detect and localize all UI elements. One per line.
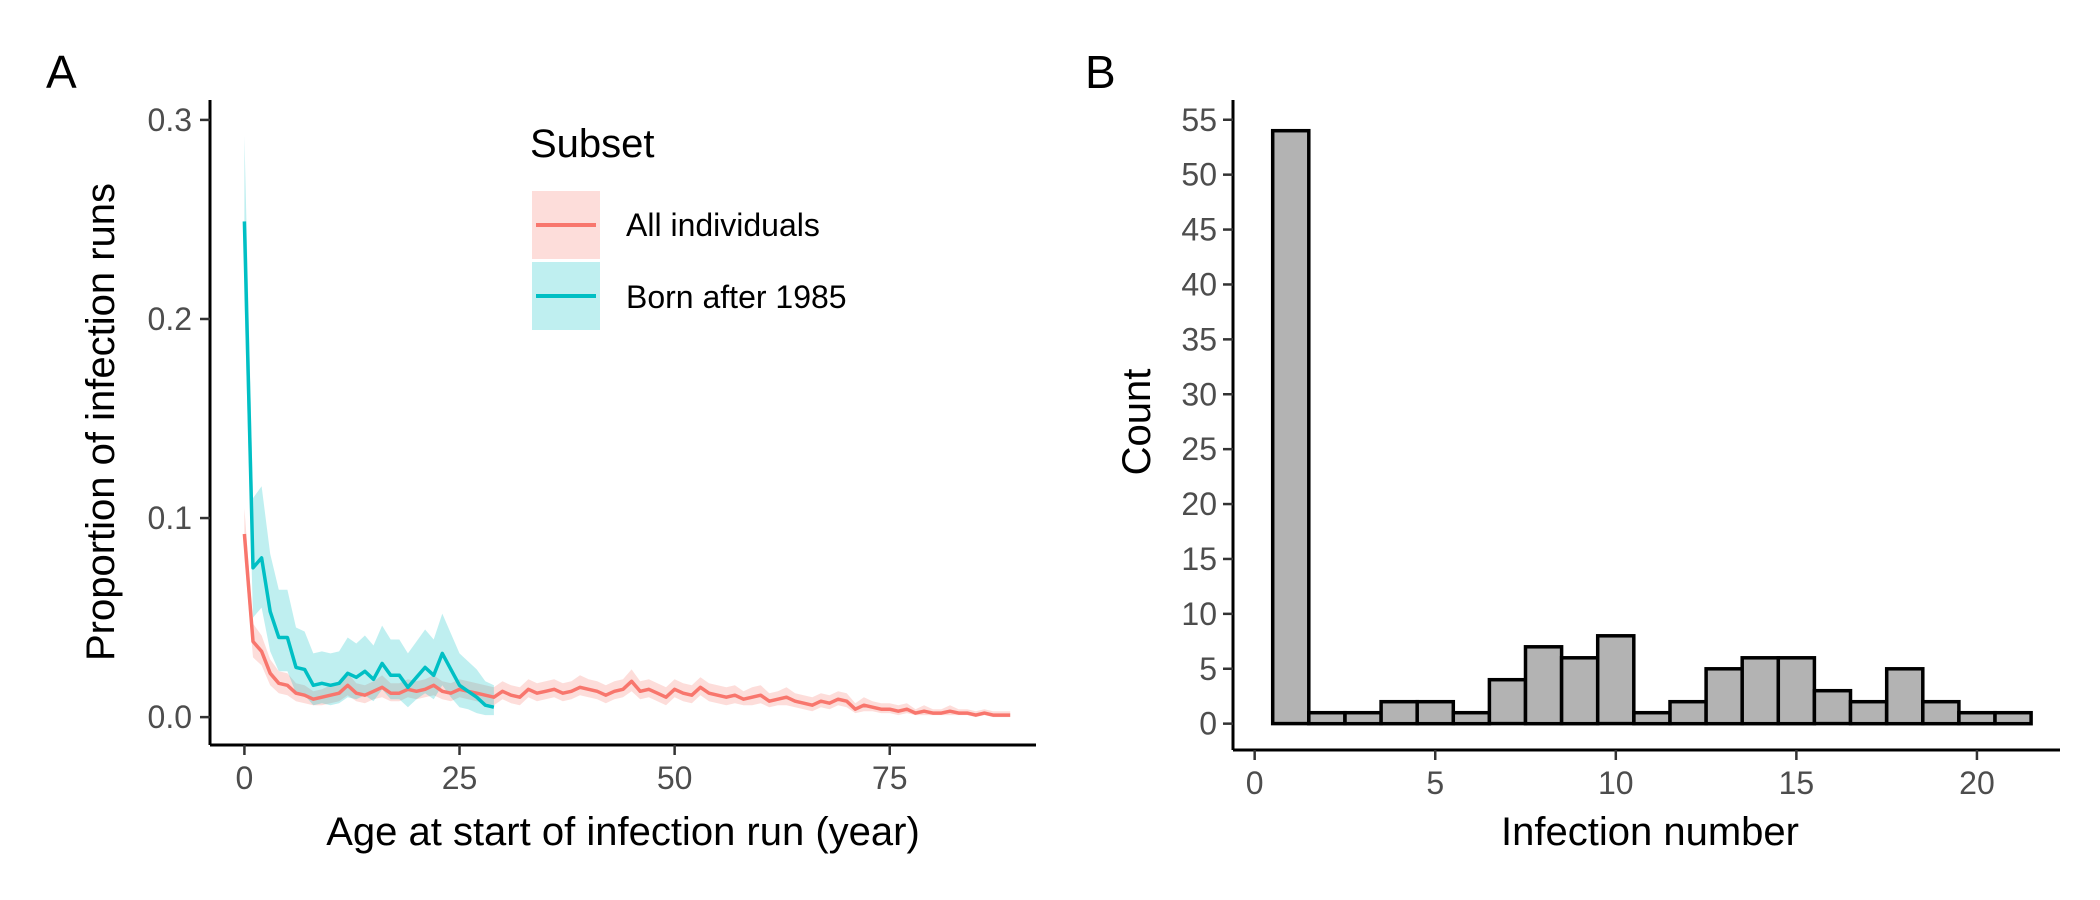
legend-title: Subset: [530, 122, 655, 166]
bar-chart-panel-b: 0 5 10 15 20 0 5 10 15 20 25 30 35 40 45 50 55 Infectio…: [1115, 100, 2060, 854]
x-tick-label: 50: [657, 760, 693, 796]
series-line-all-individuals: [242, 533, 1011, 717]
histogram-bar: [1343, 710, 1383, 726]
histogram-bar: [1921, 699, 1961, 726]
histogram-bar: [1307, 710, 1347, 726]
histogram-bar: [1812, 688, 1853, 726]
y-tick-label: 25: [1181, 431, 1217, 467]
y-tick-label: 30: [1181, 376, 1217, 412]
histogram-bar: [1451, 710, 1492, 726]
histogram-bar: [1270, 128, 1311, 726]
histogram-bar: [1848, 699, 1889, 726]
y-tick-label: 50: [1181, 157, 1217, 193]
histogram-bar: [1740, 656, 1781, 726]
y-tick-label: 35: [1181, 321, 1217, 357]
x-tick-label: 10: [1598, 765, 1634, 801]
x-tick-label: 20: [1959, 765, 1995, 801]
confidence-band-born-after-1985: [244, 135, 494, 716]
y-tick-label: 45: [1181, 212, 1217, 248]
x-axis-title: Age at start of infection run (year): [326, 810, 920, 854]
y-tick-label: 0.1: [148, 500, 192, 536]
histogram-bar: [1487, 677, 1528, 726]
line-chart-panel-a: 0 25 50 75 0.0 0.1 0.2 0.3 Age at start of inf…: [79, 100, 1036, 854]
y-axis-ticks: 0.0 0.1 0.2 0.3: [148, 102, 210, 735]
x-tick-label: 0: [1246, 765, 1264, 801]
x-axis-title: Infection number: [1501, 810, 1799, 854]
y-tick-label: 0: [1199, 706, 1217, 742]
x-tick-label: 75: [872, 760, 908, 796]
y-tick-label: 20: [1181, 486, 1217, 522]
x-tick-label: 0: [236, 760, 254, 796]
y-axis-title: Proportion of infection runs: [79, 183, 123, 661]
legend: Subset All individuals Born after 1985: [530, 122, 847, 330]
histogram-bar: [1379, 699, 1419, 726]
y-tick-label: 0.0: [148, 699, 192, 735]
series-line-born-after-1985: [242, 221, 495, 709]
y-axis-ticks: 0 5 10 15 20 25 30 35 40 45 50 55: [1181, 102, 1233, 742]
x-tick-label: 25: [442, 760, 478, 796]
panel-b-tag: B: [1085, 46, 1116, 98]
histogram-bars: [1270, 128, 2033, 726]
y-tick-label: 40: [1181, 266, 1217, 302]
histogram-bar: [1957, 710, 1997, 726]
y-axis-title: Count: [1115, 369, 1159, 476]
x-axis-ticks: 0 25 50 75: [236, 745, 908, 796]
x-axis-ticks: 0 5 10 15 20: [1246, 750, 1995, 801]
histogram-bar: [1559, 656, 1600, 726]
y-tick-label: 0.3: [148, 102, 192, 138]
histogram-bar: [1776, 656, 1817, 726]
series-lines: [242, 221, 1011, 717]
y-tick-label: 0.2: [148, 301, 192, 337]
histogram-bar: [1704, 667, 1744, 726]
y-tick-label: 15: [1181, 541, 1217, 577]
y-tick-label: 10: [1181, 596, 1217, 632]
x-tick-label: 15: [1779, 765, 1815, 801]
y-tick-label: 5: [1199, 651, 1217, 687]
panel-a-tag: A: [46, 46, 77, 98]
histogram-bar: [1668, 699, 1708, 726]
histogram-bar: [1523, 645, 1564, 726]
legend-label-all: All individuals: [626, 207, 820, 243]
y-tick-label: 55: [1181, 102, 1217, 138]
histogram-bar: [1632, 710, 1672, 726]
x-tick-label: 5: [1426, 765, 1444, 801]
legend-label-born: Born after 1985: [626, 279, 847, 315]
histogram-bar: [1993, 710, 2033, 726]
histogram-bar: [1884, 667, 1925, 726]
histogram-bar: [1415, 699, 1456, 726]
histogram-bar: [1595, 634, 1636, 726]
